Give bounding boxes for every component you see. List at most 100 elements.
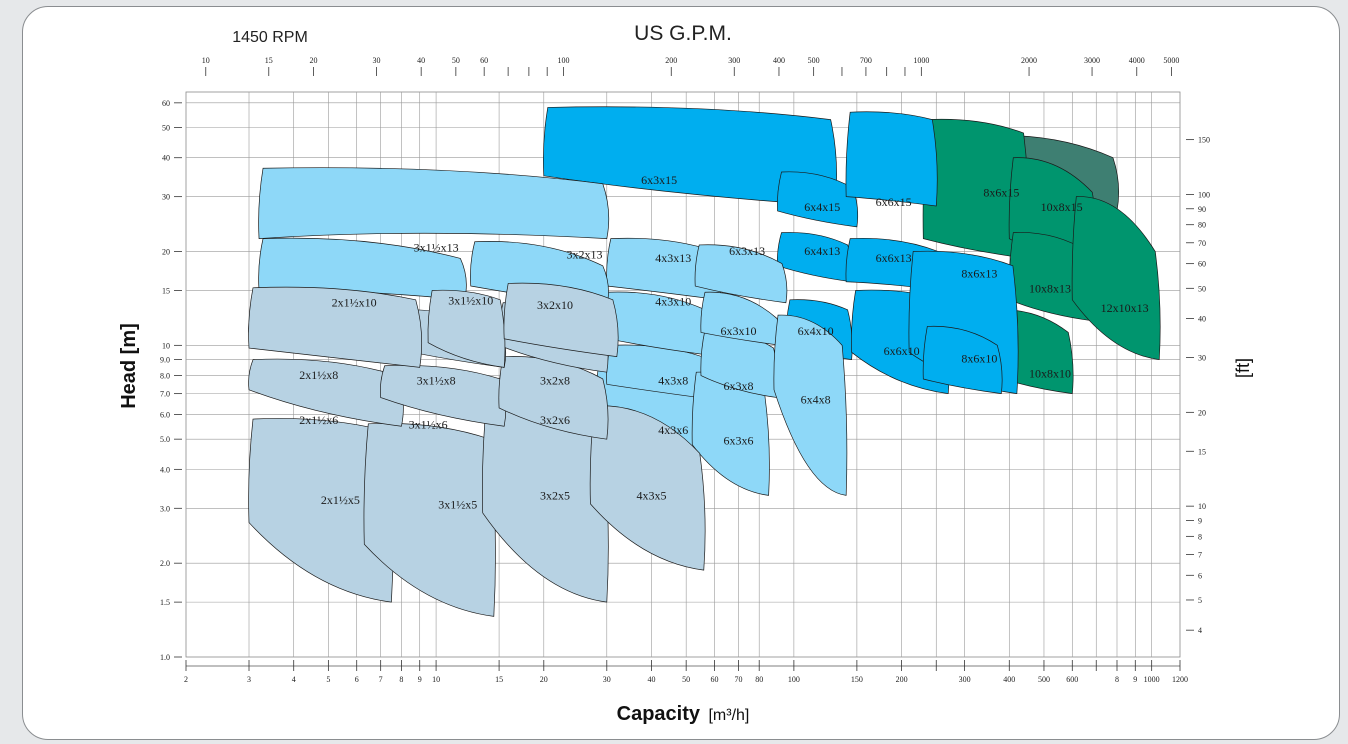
ft-tick-label: 70 [1198,239,1206,248]
y-tick-label: 50 [162,124,170,133]
ft-tick-label: 150 [1198,136,1210,145]
y-tick-label: 1.5 [160,598,170,607]
y-tick-label: 6.0 [160,410,170,419]
x-tick-label: 50 [682,675,690,684]
ft-tick-label: 5 [1198,596,1202,605]
pump-label: 6x3x13 [729,244,765,258]
pump-label: 3x1½x6 [409,418,448,432]
x-tick-label: 100 [788,675,800,684]
pump-label: 3x1½x13 [414,241,459,255]
pump-labels: 2x1½x5 3x1½x5 3x2x5 4x3x5 2x1½x6 3x1½x6 3x2x6 2… [299,173,1148,512]
ft-tick-label: 7 [1198,550,1202,559]
gpm-tick-label: 1000 [913,56,929,65]
pump-label: 4x3x10 [655,295,691,309]
chart-subtitle: 1450 RPM [232,29,308,46]
pump-label: 8x6x15 [983,186,1019,200]
pump-label: 10x8x13 [1029,281,1071,295]
gpm-tick-label: 40 [417,56,425,65]
pump-region-2x1-x5 [248,418,394,603]
pump-label: 10x8x10 [1029,366,1071,380]
ft-tick-label: 90 [1198,205,1206,214]
y-tick-label: 15 [162,286,170,295]
chart-title: US G.P.M. [634,22,732,45]
y-tick-label: 30 [162,193,170,202]
pump-label: 6x4x13 [804,244,840,258]
gpm-tick-label: 4000 [1129,56,1145,65]
pump-region-2x1-x6 [248,358,404,427]
gpm-tick-label: 15 [265,56,273,65]
gpm-tick-label: 50 [452,56,460,65]
y-tick-label: 7.0 [160,390,170,399]
pump-curve-areas [248,106,1161,617]
pump-region-6x6x15 [845,111,938,207]
ft-tick-label: 40 [1198,315,1206,324]
gpm-tick-label: 30 [372,56,380,65]
pump-label: 6x6x15 [876,195,912,209]
x-tick-label: 200 [896,675,908,684]
y-tick-label: 60 [162,99,170,108]
x-tick-label: 60 [711,675,719,684]
pump-label: 3x1½x5 [438,497,477,511]
ft-tick-label: 6 [1198,571,1202,580]
y-axis-label: Head [m] [118,323,140,409]
x-tick-label: 2 [184,675,188,684]
x-tick-label: 40 [647,675,655,684]
y-tick-label: 20 [162,248,170,257]
pump-label: 6x4x15 [804,200,840,214]
x-axis-label-unit: [m³/h] [708,707,749,724]
y-tick-label: 8.0 [160,372,170,381]
ft-tick-label: 4 [1198,626,1202,635]
x-tick-label: 600 [1066,675,1078,684]
ft-tick-label: 30 [1198,353,1206,362]
plot-frame [185,91,1181,658]
x-tick-label: 1200 [1172,675,1188,684]
x-tick-label: 3 [247,675,251,684]
x-tick-label: 30 [603,675,611,684]
x-tick-label: 8 [1115,675,1119,684]
y-tick-label: 4.0 [160,465,170,474]
pump-label: 6x3x6 [723,434,753,448]
x-tick-label: 4 [292,675,296,684]
pump-label: 6x3x15 [641,173,677,187]
pump-label: 6x4x8 [801,393,831,407]
ft-tick-label: 8 [1198,532,1202,541]
x-axis-label-bold: Capacity [617,703,701,725]
x-tick-label: 9 [1133,675,1137,684]
x-tick-label: 80 [755,675,763,684]
x-tick-label: 10 [432,675,440,684]
pump-label: 3x2x6 [540,413,570,427]
gpm-tick-label: 300 [728,56,740,65]
x-tick-label: 7 [379,675,383,684]
pump-region-4x3x5 [589,405,706,571]
pump-region-3x1-x6 [380,364,507,427]
ft-tick-label: 10 [1198,502,1206,511]
pump-region-3x2x10 [503,282,619,358]
pump-label: 6x6x10 [884,344,920,358]
pump-region-3x1-x5 [363,423,496,617]
gpm-tick-label: 700 [860,56,872,65]
pump-label: 3x2x5 [540,489,570,503]
gpm-tick-label: 5000 [1163,56,1179,65]
pump-label: 3x2x8 [540,373,570,387]
pump-label: 2x1½x8 [299,368,338,382]
y2-axis-label: [ft] [1233,358,1253,378]
pump-region-6x4x15 [777,171,859,228]
ft-tick-label: 15 [1198,447,1206,456]
gpm-tick-label: 500 [808,56,820,65]
x-tick-label: 400 [1003,675,1015,684]
x-tick-label: 500 [1038,675,1050,684]
pump-label: 2x1½x10 [332,296,377,310]
gpm-tick-label: 20 [309,56,317,65]
pump-label: 3x1½x10 [448,294,493,308]
pump-label: 4x3x13 [655,251,691,265]
pump-region-6x3x13 [694,244,788,304]
pump-label: 6x3x8 [723,379,753,393]
y-tick-label: 3.0 [160,504,170,513]
x-tick-label: 8 [399,675,403,684]
gpm-tick-label: 60 [480,56,488,65]
pump-region-6x4x8 [773,314,848,496]
pump-label: 3x2x10 [537,298,573,312]
x-tick-label: 9 [418,675,422,684]
x-tick-label: 6 [355,675,359,684]
